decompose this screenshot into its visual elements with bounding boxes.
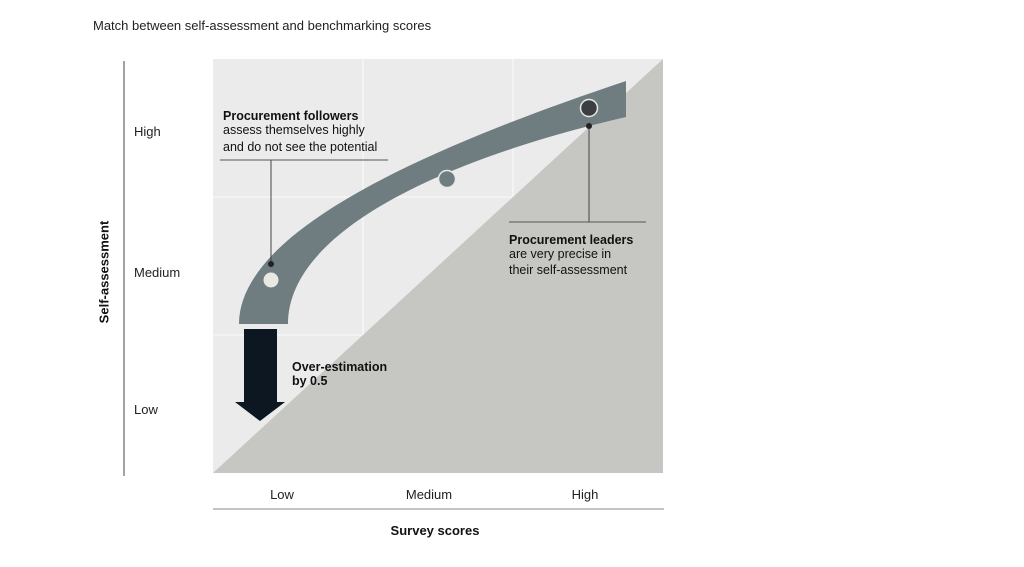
- middle-marker: [437, 169, 457, 189]
- followers-line2: and do not see the potential: [223, 140, 378, 154]
- y-axis-title: Self-assessment: [96, 220, 112, 324]
- assessment-band: [239, 81, 626, 324]
- x-label-low: Low: [270, 487, 294, 502]
- leaders-callout-dot: [586, 123, 592, 129]
- follower-marker: [262, 271, 280, 289]
- y-label-medium: Medium: [134, 265, 181, 280]
- y-label-high: High: [134, 124, 161, 139]
- followers-annotation: Procurement followers assess themselves …: [223, 109, 377, 154]
- x-label-high: High: [571, 487, 599, 502]
- followers-line1: assess themselves highly: [223, 123, 365, 137]
- overestimation-line2: by 0.5: [292, 374, 328, 388]
- x-axis-title: Survey scores: [390, 523, 480, 538]
- leaders-line1: are very precise in: [509, 247, 612, 261]
- overestimation-arrow: [235, 329, 285, 421]
- followers-heading: Procurement followers: [223, 109, 359, 123]
- overestimation-line1: Over-estimation: [292, 360, 388, 374]
- followers-callout-dot: [268, 261, 274, 267]
- accurate-assessment-triangle: [213, 59, 663, 473]
- x-label-medium: Medium: [405, 487, 453, 502]
- leaders-heading: Procurement leaders: [509, 233, 634, 247]
- y-label-low: Low: [134, 402, 158, 417]
- chart-title: Match between self-assessment and benchm…: [93, 18, 432, 33]
- leaders-annotation: Procurement leaders are very precise in …: [509, 233, 633, 277]
- overestimation-annotation: Over-estimation by 0.5: [292, 360, 387, 388]
- leader-marker: [579, 98, 599, 118]
- leaders-line2: their self-assessment: [509, 263, 628, 277]
